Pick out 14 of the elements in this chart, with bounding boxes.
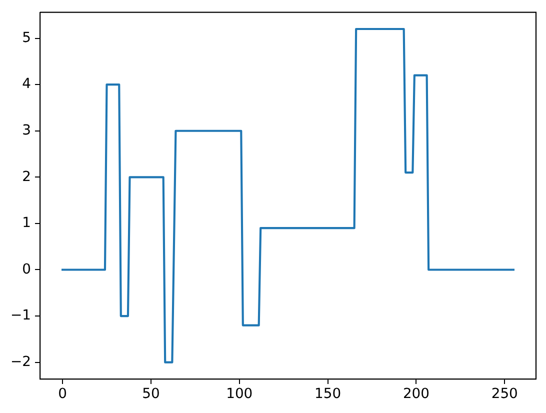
x-tick-label: 0 [58, 386, 67, 402]
y-tick-label: 4 [22, 76, 32, 92]
x-tick-label: 250 [491, 386, 518, 402]
y-tick-label: 5 [22, 30, 31, 46]
x-tick-label: 50 [142, 386, 160, 402]
x-tick-label: 100 [226, 386, 253, 402]
x-tick-label: 150 [314, 386, 342, 402]
y-tick-label: 2 [22, 168, 31, 185]
y-tick-label: 0 [22, 261, 31, 278]
x-tick-label: 200 [402, 386, 430, 402]
y-tick-label: −2 [10, 354, 31, 370]
y-tick-label: −1 [10, 308, 31, 324]
y-tick-label: 3 [22, 122, 31, 138]
y-tick-label: 1 [22, 215, 31, 232]
